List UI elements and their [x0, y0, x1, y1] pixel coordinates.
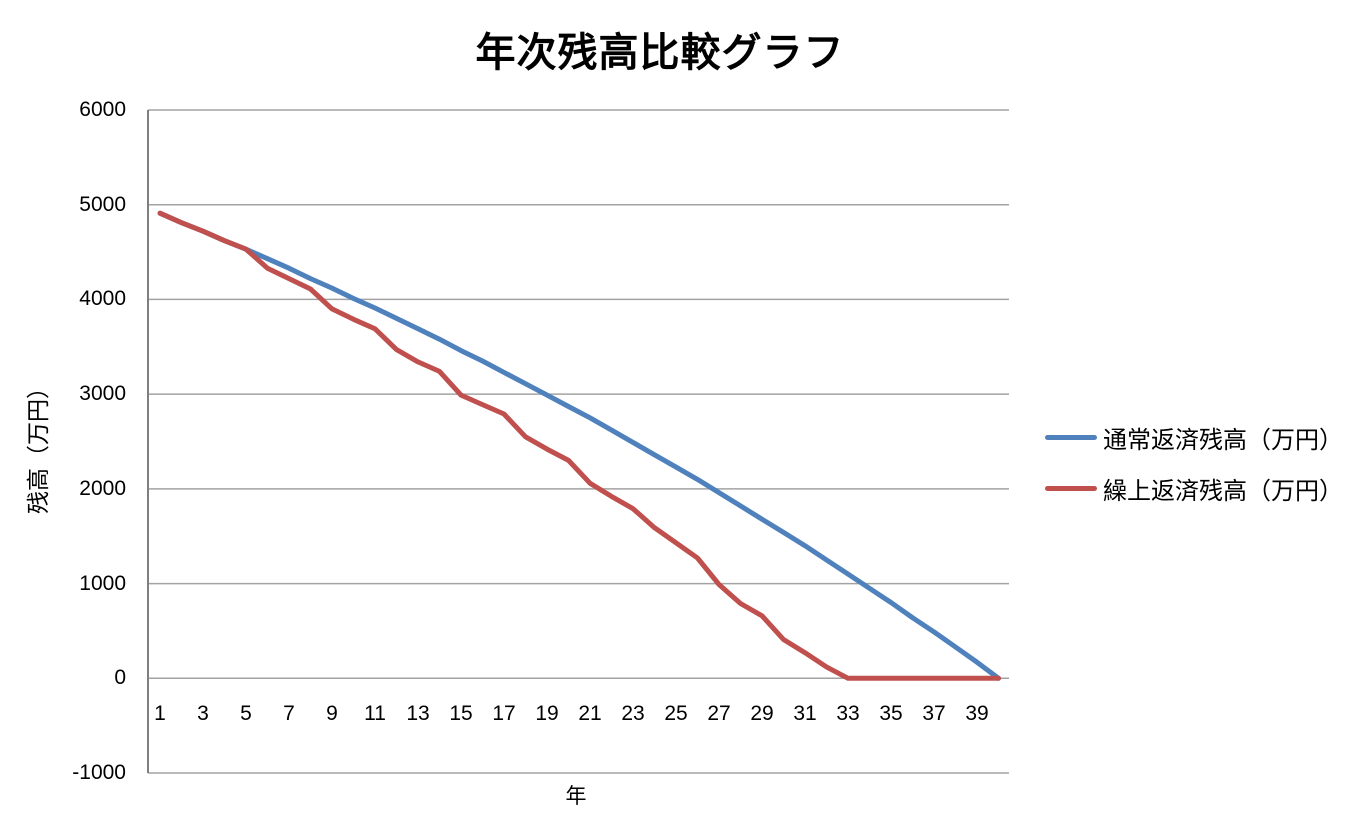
y-tick-label: 1000: [79, 571, 126, 595]
x-tick-label: 19: [535, 702, 559, 725]
x-tick-label: 25: [664, 702, 688, 725]
x-tick-label: 17: [492, 702, 516, 725]
y-tick-label: -1000: [72, 761, 126, 784]
legend-item-early-repayment: 繰上返済残高（万円）: [1045, 471, 1343, 505]
x-tick-label: 33: [836, 702, 860, 725]
x-tick-label: 11: [364, 702, 386, 725]
x-tick-label: 5: [240, 702, 252, 725]
x-tick-label: 35: [879, 702, 903, 725]
legend-item-normal-repayment: 通常返済残高（万円）: [1045, 420, 1343, 454]
legend-label: 繰上返済残高（万円）: [1103, 477, 1343, 505]
x-tick-label: 3: [197, 702, 209, 725]
x-tick-label: 7: [283, 702, 295, 725]
x-tick-label: 27: [707, 702, 731, 725]
x-tick-label: 15: [449, 702, 473, 725]
x-tick-label: 1: [154, 702, 166, 725]
x-tick-label: 29: [750, 702, 774, 725]
legend-line-swatch-blue: [1045, 434, 1097, 440]
y-tick-label: 4000: [79, 287, 126, 311]
y-axis-title: 残高（万円）: [25, 376, 51, 514]
series-line-0: [157, 210, 1001, 681]
x-tick-label: 31: [793, 702, 817, 725]
x-axis-title: 年: [565, 785, 587, 808]
x-tick-label: 21: [578, 702, 602, 725]
y-tick-label: 5000: [79, 192, 126, 216]
legend: 通常返済残高（万円） 繰上返済残高（万円）: [1045, 420, 1343, 522]
y-tick-label: 0: [114, 666, 126, 690]
y-tick-label: 6000: [79, 98, 126, 121]
y-tick-label: 2000: [79, 476, 126, 500]
chart-title: 年次残高比較グラフ: [475, 31, 845, 75]
series-line-1: [157, 210, 1001, 681]
x-tick-label: 37: [922, 702, 946, 725]
x-tick-label: 13: [406, 702, 430, 725]
x-tick-label: 23: [621, 702, 645, 725]
x-tick-label: 39: [965, 702, 989, 725]
legend-line-swatch-red: [1045, 485, 1097, 491]
legend-label: 通常返済残高（万円）: [1103, 426, 1343, 454]
x-tick-label: 9: [326, 702, 338, 725]
y-tick-label: 3000: [79, 382, 126, 406]
